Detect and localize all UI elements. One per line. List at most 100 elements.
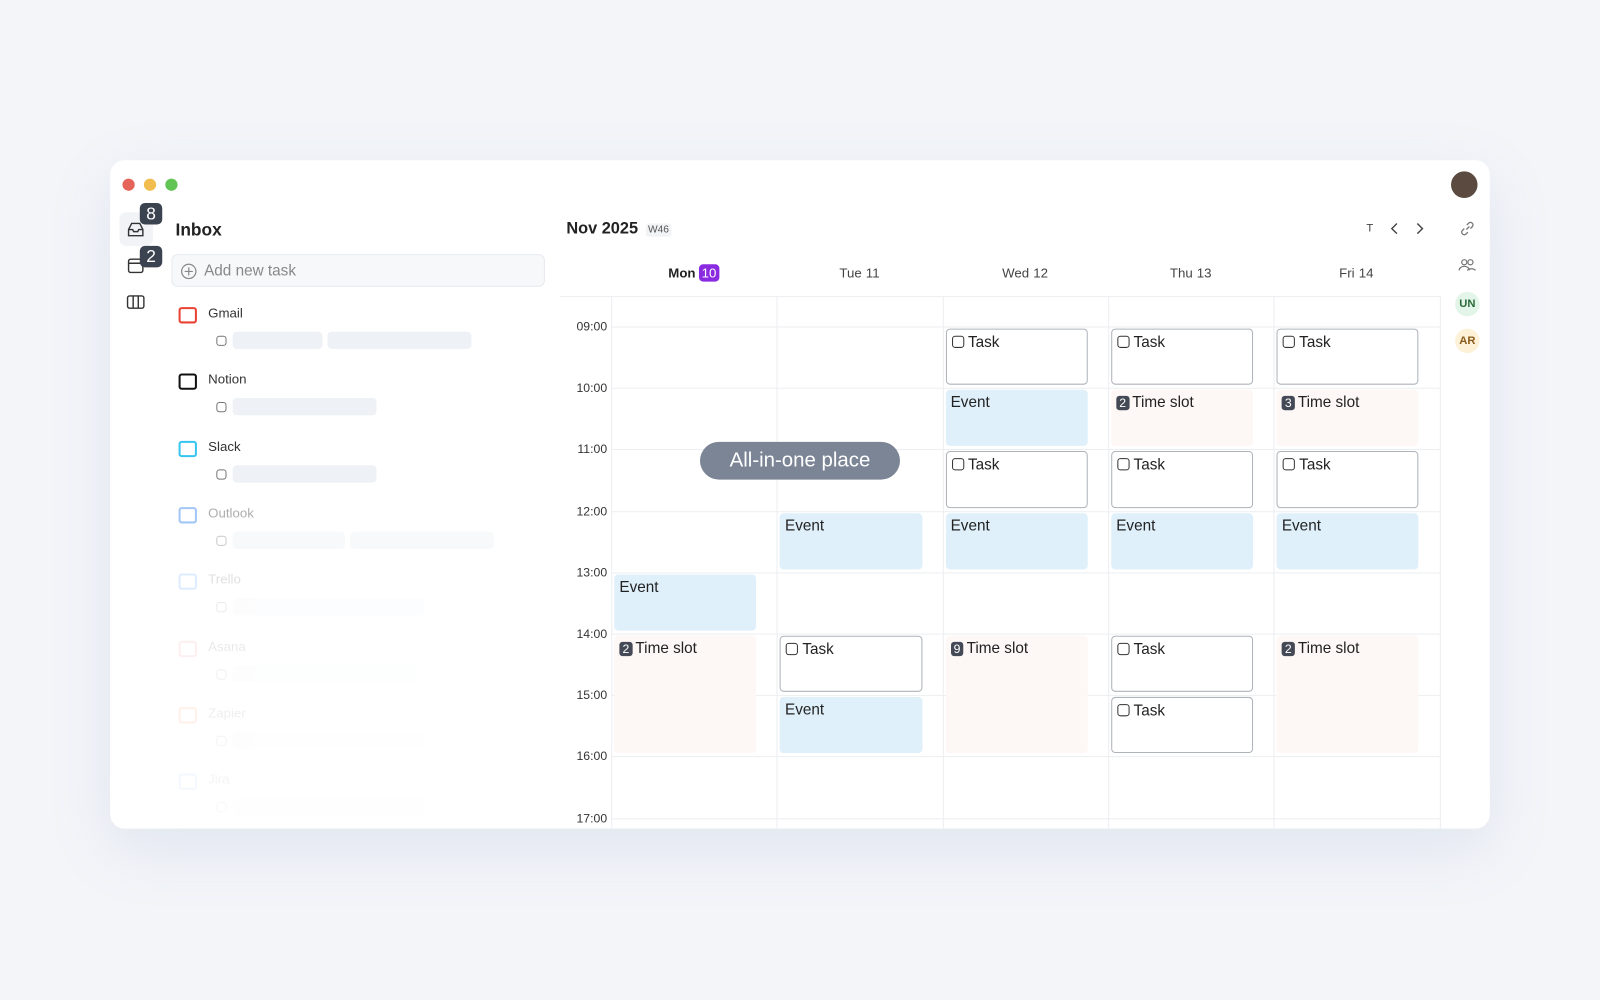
item-label: Task <box>1299 456 1331 474</box>
prev-button[interactable] <box>1388 221 1402 235</box>
hour-line <box>611 326 1440 328</box>
hour-label: 10:00 <box>576 380 608 396</box>
source-name: Notion <box>208 371 247 388</box>
event-block[interactable]: Event <box>779 697 923 754</box>
board-icon[interactable] <box>126 293 145 311</box>
day-name: Fri <box>1339 265 1355 281</box>
task-block[interactable]: Task <box>1111 451 1254 508</box>
task-block[interactable]: Task <box>1111 328 1254 385</box>
task-checkbox[interactable] <box>1117 335 1130 348</box>
skeleton <box>232 664 417 683</box>
checkbox[interactable] <box>216 335 227 346</box>
event-block[interactable]: Event <box>614 574 757 631</box>
inbox-title: Inbox <box>175 220 222 240</box>
slot-count: 9 <box>950 641 964 657</box>
member-avatar[interactable]: UN <box>1455 291 1480 317</box>
hour-line <box>611 449 1440 451</box>
skeleton <box>349 531 494 549</box>
close-button[interactable] <box>122 178 135 191</box>
item-label: Time slot <box>1132 394 1194 412</box>
member-avatar[interactable]: AR <box>1455 328 1480 354</box>
checkbox[interactable] <box>216 802 227 813</box>
month-title: Nov 2025 <box>566 220 639 238</box>
inbox-icon <box>127 222 144 237</box>
task-checkbox[interactable] <box>786 642 799 656</box>
event-block[interactable]: Event <box>779 512 923 570</box>
column-line <box>942 295 944 829</box>
event-block[interactable]: Event <box>1111 512 1254 570</box>
hour-label: 12:00 <box>576 503 608 518</box>
checkbox[interactable] <box>216 535 227 546</box>
task-checkbox[interactable] <box>1282 458 1296 471</box>
checkbox[interactable] <box>216 602 227 613</box>
hour-line <box>611 633 1440 635</box>
source-name: Slack <box>208 438 241 454</box>
skeleton <box>232 531 345 549</box>
task-block[interactable]: Task <box>1111 697 1254 754</box>
item-label: Event <box>784 701 825 719</box>
day-name: Wed <box>1002 265 1030 281</box>
task-block[interactable]: Task <box>1111 635 1254 693</box>
event-block[interactable]: Event <box>945 389 1088 447</box>
column-line <box>611 295 613 829</box>
slot-block[interactable]: 2 Time slot <box>1276 635 1419 754</box>
source-name: Asana <box>208 638 246 654</box>
source-icon <box>178 440 197 457</box>
people-icon[interactable] <box>1458 257 1476 273</box>
maximize-button[interactable] <box>165 178 178 191</box>
event-block[interactable]: Event <box>1276 512 1419 570</box>
item-label: Task <box>1133 702 1166 720</box>
task-block[interactable]: Task <box>1276 451 1419 508</box>
item-label: Time slot <box>1297 639 1360 658</box>
minimize-button[interactable] <box>143 178 157 191</box>
task-block[interactable]: Task <box>779 635 923 693</box>
day-date: 12 <box>1033 265 1049 281</box>
task-checkbox[interactable] <box>1282 335 1296 348</box>
day-header: Fri 14 <box>1274 265 1439 280</box>
task-checkbox[interactable] <box>1117 458 1130 471</box>
slot-block[interactable]: 3 Time slot <box>1276 389 1419 447</box>
skeleton <box>327 331 472 349</box>
link-icon[interactable] <box>1459 220 1475 236</box>
slot-block[interactable]: 2 Time slot <box>614 635 757 754</box>
task-checkbox[interactable] <box>1117 704 1130 717</box>
day-header: Tue 11 <box>777 265 942 280</box>
task-checkbox[interactable] <box>951 335 964 348</box>
task-block[interactable]: Task <box>1276 328 1419 385</box>
checkbox[interactable] <box>216 468 227 480</box>
event-block[interactable]: Event <box>945 512 1088 570</box>
task-checkbox[interactable] <box>1117 642 1130 656</box>
checkbox[interactable] <box>216 668 227 680</box>
source-name: Jira <box>208 771 230 787</box>
day-date: 11 <box>865 265 880 281</box>
slot-block[interactable]: 2 Time slot <box>1111 389 1254 447</box>
day-header: Wed 12 <box>942 265 1107 280</box>
source-name: Zapier <box>208 704 246 721</box>
user-avatar[interactable] <box>1451 171 1478 198</box>
item-label: Time slot <box>966 639 1029 658</box>
task-block[interactable]: Task <box>945 451 1088 508</box>
today-button[interactable]: T <box>1366 222 1374 235</box>
hour-line <box>611 387 1440 389</box>
task-checkbox[interactable] <box>951 458 964 471</box>
checkbox[interactable] <box>216 735 227 746</box>
item-label: Time slot <box>1297 394 1360 412</box>
hour-line <box>611 572 1440 574</box>
slot-count: 2 <box>619 641 633 657</box>
checkbox[interactable] <box>216 402 227 413</box>
slot-block[interactable]: 9 Time slot <box>945 635 1088 754</box>
day-date: 14 <box>1358 265 1374 281</box>
source-name: Gmail <box>208 305 243 321</box>
source-icon <box>178 507 197 524</box>
item-label: Task <box>967 456 1000 474</box>
item-label: Event <box>1281 516 1321 535</box>
overlay-pill: All-in-one place <box>699 441 900 480</box>
task-block[interactable]: Task <box>945 328 1088 385</box>
hour-label: 17:00 <box>576 810 608 826</box>
next-button[interactable] <box>1412 221 1426 235</box>
source-icon <box>178 307 197 324</box>
hour-line <box>611 756 1440 758</box>
add-task-input[interactable]: Add new task <box>171 254 545 287</box>
source-icon <box>178 573 197 590</box>
source-icon <box>178 773 197 790</box>
